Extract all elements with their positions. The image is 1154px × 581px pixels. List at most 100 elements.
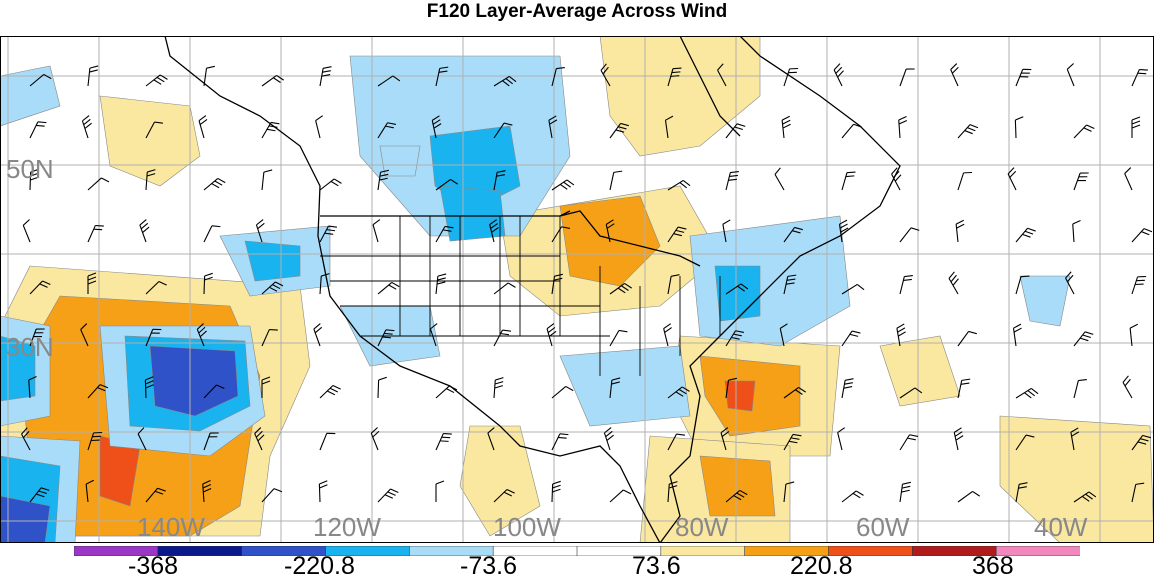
wind-barb [261,376,271,398]
wind-barb [145,121,163,139]
wind-barb [899,275,913,295]
wind-barb [841,330,861,347]
wind-barb [1124,167,1133,191]
wind-barb [203,177,226,191]
wind-barb [717,63,727,87]
wind-barb [313,323,323,347]
anomaly-region [699,455,776,517]
wind-barb [720,427,730,451]
wind-barb [1131,275,1147,295]
wind-barb [261,74,284,87]
wind-barb [600,63,611,87]
wind-barb [144,376,154,399]
wind-barb [493,329,511,347]
chart-title: F120 Layer-Average Across Wind [426,1,728,22]
wind-barb [145,487,166,503]
wind-barb [841,283,865,295]
wind-barb [667,274,680,295]
wind-barb [1015,434,1035,451]
wind-barb [435,273,447,295]
wind-barb [957,490,980,503]
wind-barb [493,488,515,503]
wind-barb [609,122,629,139]
wind-barb [139,219,150,243]
wind-barb [1015,227,1036,243]
wind-barb [1131,69,1148,87]
wind-barb [28,375,37,399]
map-panel [0,36,1154,543]
wind-barb [145,328,162,347]
anomaly-region [714,265,761,322]
wind-barb [1131,434,1151,451]
wind-barb [489,219,499,243]
wind-barb [85,479,95,503]
wind-barb [1070,427,1080,451]
wind-barb [1073,491,1097,503]
wind-barb [1015,482,1028,503]
wind-barb [1073,331,1094,347]
wind-barb [1012,323,1022,347]
wind-barb [1065,271,1075,295]
shading-layer [0,36,1154,543]
wind-barb [899,387,923,399]
wind-barb [377,122,397,139]
anomaly-region [149,345,239,417]
wind-barb [137,427,147,451]
anomaly-region [599,36,761,157]
wind-barb [261,169,273,191]
wind-barb [318,480,328,503]
wind-barb [783,433,802,451]
wind-barb [841,171,856,191]
wind-barb [493,282,516,295]
lat-label-30n: 30N [6,332,54,362]
wind-barb [833,63,844,87]
wind-barb [957,378,971,399]
wind-barb [783,481,795,503]
wind-barb [435,225,454,243]
wind-barb [87,65,99,87]
wind-barb [319,178,342,191]
wind-barb [722,219,731,243]
wind-barb [551,179,575,191]
wind-barb [957,124,979,139]
lon-label-40w: 40W [1034,512,1088,542]
wind-barb [29,168,39,191]
wind-barb [667,433,685,451]
wind-barb [493,170,506,191]
wind-barb [1066,63,1075,87]
anomaly-region [0,65,61,127]
wind-barb [551,273,563,295]
wind-barb [899,68,915,87]
wind-barb [667,386,690,399]
wind-barb [609,329,628,347]
wind-barb [87,272,97,294]
colorbar [74,546,1080,556]
anomaly-region [379,145,421,177]
wind-barb [254,427,265,451]
wind-barb [899,481,911,503]
wind-barb [435,480,445,502]
wind-barb [435,178,458,191]
wind-barb [203,225,221,243]
anomaly-region [99,95,201,187]
wind-barb [1014,116,1024,139]
wind-barb [87,177,110,191]
wind-barb [319,66,332,87]
wind-barb [1122,375,1133,399]
wind-barb [261,329,278,347]
wind-barb [841,123,862,139]
wind-barb [551,226,571,243]
wind-barb [1007,167,1017,191]
wind-barb [429,323,438,347]
wind-barb [487,427,495,451]
wind-barb [725,123,746,139]
wind-barb [1131,228,1153,243]
wind-barb [255,219,265,243]
wind-barb [774,167,785,191]
lon-label-60w: 60W [856,512,910,542]
wind-barb [202,479,212,503]
lon-label-80w: 80W [675,512,729,542]
graticule [0,36,1154,543]
wind-barb [377,488,399,503]
wind-barb [899,227,920,243]
